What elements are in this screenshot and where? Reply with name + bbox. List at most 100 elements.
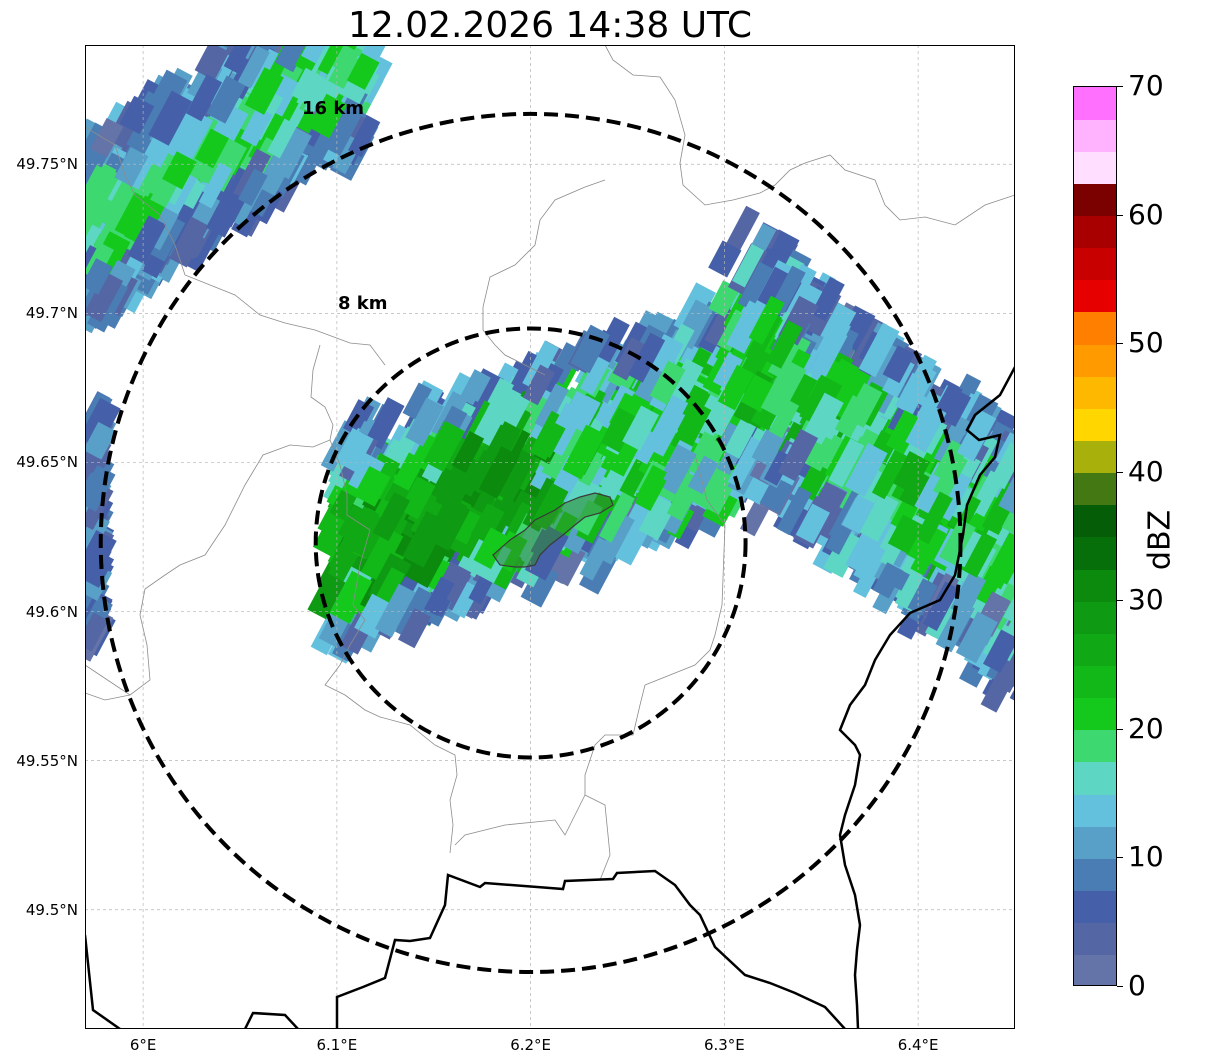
colorbar-segment [1074,601,1116,634]
echo-cell [114,192,149,238]
echo-cell [547,424,585,476]
echo-cell [612,337,646,381]
echo-cell [598,491,635,543]
border-south [243,1011,299,1029]
echo-cell [831,367,873,422]
echo-cell [291,67,326,106]
echo-cell [124,195,164,246]
echo-cell [85,163,117,205]
echo-cell [85,271,124,323]
echo-cell [162,151,197,190]
echo-cell [148,90,193,146]
echo-cell [397,608,432,649]
echo-cell [169,216,209,268]
echo-cell [915,491,953,545]
lat-tick-label: 49.6°N [25,602,78,621]
echo-cell [895,372,931,416]
echo-cell [717,364,755,411]
colorbar-tick-label: 0 [1128,969,1146,1002]
range-ring-16km [98,111,963,975]
echo-cell [393,452,425,491]
echo-cell [948,492,982,533]
colorbar-tick [1117,600,1123,602]
canton-boundary [85,664,131,696]
colorbar-segment [1074,408,1116,442]
echo-cell [933,452,968,499]
echo-cell [841,494,875,534]
echo-cell [119,95,155,135]
colorbar-segment [1074,826,1116,859]
echo-cell [375,567,406,606]
echo-cell [534,383,569,430]
echo-cell [871,449,908,500]
echo-cell [634,472,667,512]
echo-cell [399,476,436,520]
echo-cell [907,578,938,616]
range-ring-8km [313,326,748,760]
echo-cell [956,409,997,462]
radar-echoes [85,45,1015,713]
echo-cell [712,352,743,390]
dbz-colorbar [1073,86,1117,986]
echo-cell [922,581,960,631]
echo-cell [823,529,863,578]
echo-cell [244,67,284,115]
echo-cell [894,570,929,612]
echo-cell [935,600,975,653]
colorbar-tick-label: 60 [1128,197,1164,231]
echo-cell [726,300,768,354]
echo-cell [647,333,684,375]
echo-cell [1003,579,1015,627]
echo-cell [423,576,455,616]
echo-cell [470,502,505,544]
lon-tick-label: 6.1°E [316,1036,358,1054]
echo-cell [987,532,1015,585]
echo-cell [570,324,610,374]
range-rings [98,111,963,975]
echo-cell [844,442,888,497]
echo-cell [329,570,373,624]
colorbar-tick [1117,343,1123,345]
echo-cell [312,508,353,558]
canton-boundary [85,126,386,366]
echo-cell [185,223,221,273]
colorbar-tick-label: 50 [1128,326,1164,360]
echo-cell [374,583,416,638]
city-outline [492,492,614,568]
echo-cell [85,549,115,588]
echo-cell [346,52,380,90]
border-east [838,366,1015,1029]
colorbar-tick [1117,986,1123,987]
echo-cell [402,382,433,420]
echo-cell [910,526,947,576]
echo-cell [684,431,725,479]
echo-cell [405,397,444,447]
echo-cell [266,118,298,159]
canton-boundary [85,344,334,701]
colorbar-tick [1117,86,1123,87]
echo-cell [348,114,381,158]
echo-cell [194,45,230,81]
radar-map[interactable] [85,45,1015,1029]
lon-tick-label: 6°E [129,1036,157,1054]
echo-cell [185,74,223,122]
lat-tick-label: 49.65°N [16,453,78,472]
canton-boundary [329,439,371,531]
echo-cell [498,449,537,503]
colorbar-tick-label: 10 [1128,840,1164,874]
echo-cell [622,405,660,451]
echo-cell [353,465,391,507]
echo-cell [627,332,666,383]
lon-tick-label: 6.4°E [897,1036,939,1054]
colorbar-segment [1074,922,1116,956]
echo-cell [748,295,785,345]
colorbar-segment [1074,954,1116,985]
echo-cell [872,562,904,599]
echo-cell [983,629,1015,674]
echo-cell [238,168,268,207]
echo-cell [708,240,742,278]
echo-cell [989,442,1015,490]
colorbar-segment [1074,569,1116,602]
echo-cell [136,148,176,201]
echo-cell [320,420,359,473]
